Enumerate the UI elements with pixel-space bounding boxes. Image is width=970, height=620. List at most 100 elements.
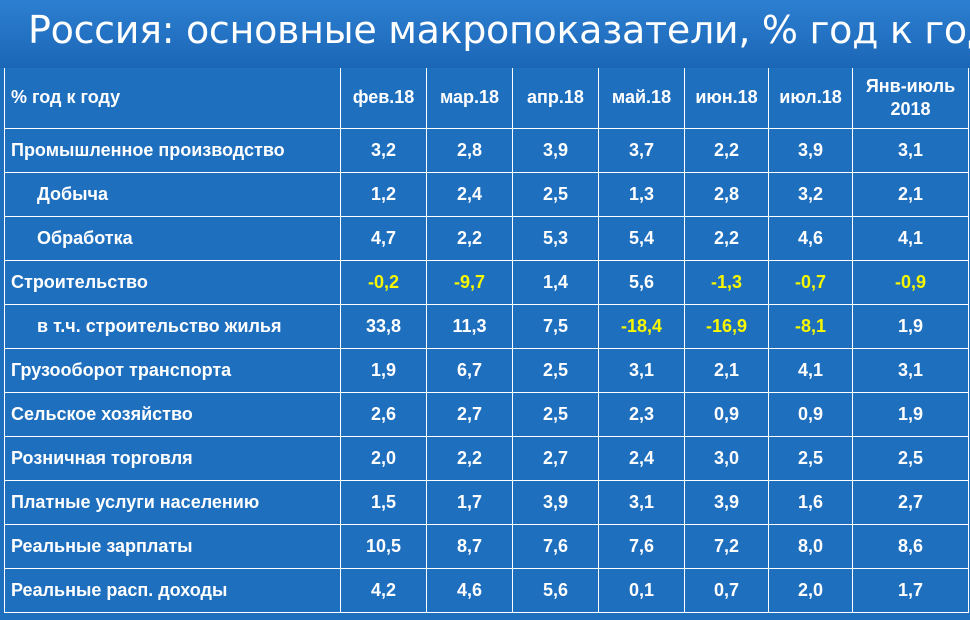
table-row: Сельское хозяйство 2,6 2,7 2,5 2,3 0,9 0,9 1,9 <box>4 391 969 437</box>
value-cell: 0,1 <box>598 567 685 613</box>
header-label: % год к году <box>4 68 341 129</box>
value-cell: 4,1 <box>768 347 853 393</box>
value-cell: 3,1 <box>852 127 969 173</box>
value-cell: -0,2 <box>340 259 427 305</box>
value-cell: 1,5 <box>340 479 427 525</box>
value-cell: 5,6 <box>512 567 599 613</box>
column-header: мар.18 <box>426 68 513 129</box>
value-cell: 8,0 <box>768 523 853 569</box>
value-cell: 3,9 <box>768 127 853 173</box>
column-header: май.18 <box>598 68 685 129</box>
table-row: Добыча 1,2 2,4 2,5 1,3 2,8 3,2 2,1 <box>4 171 969 217</box>
row-label: Розничная торговля <box>4 435 341 481</box>
row-label: Реальные зарплаты <box>4 523 341 569</box>
column-header-ytd-line2: 2018 <box>890 98 931 119</box>
row-label: Промышленное производство <box>4 127 341 173</box>
value-cell: 0,9 <box>684 391 769 437</box>
value-cell: 2,3 <box>598 391 685 437</box>
value-cell: 3,9 <box>684 479 769 525</box>
value-cell: 2,2 <box>426 215 513 261</box>
value-cell: 3,2 <box>768 171 853 217</box>
value-cell: 3,1 <box>598 347 685 393</box>
value-cell: 1,4 <box>512 259 599 305</box>
value-cell: 1,7 <box>426 479 513 525</box>
value-cell: 7,5 <box>512 303 599 349</box>
column-header: апр.18 <box>512 68 599 129</box>
value-cell: 2,0 <box>768 567 853 613</box>
value-cell: 3,9 <box>512 479 599 525</box>
value-cell: 3,9 <box>512 127 599 173</box>
row-label: Реальные расп. доходы <box>4 567 341 613</box>
column-header: июл.18 <box>768 68 853 129</box>
value-cell: 2,7 <box>852 479 969 525</box>
column-header-ytd-line1: Янв-июль <box>865 75 956 96</box>
value-cell: 4,6 <box>426 567 513 613</box>
value-cell: 4,6 <box>768 215 853 261</box>
value-cell: 3,1 <box>598 479 685 525</box>
title-bar: Россия: основные макропоказатели, % год … <box>0 0 970 68</box>
value-cell: 2,7 <box>512 435 599 481</box>
table-row: Обработка 4,7 2,2 5,3 5,4 2,2 4,6 4,1 <box>4 215 969 261</box>
value-cell: 8,7 <box>426 523 513 569</box>
value-cell: 2,7 <box>426 391 513 437</box>
table-row: Платные услуги населению 1,5 1,7 3,9 3,1 3,9 1… <box>4 479 969 525</box>
value-cell: 6,7 <box>426 347 513 393</box>
value-cell: 2,0 <box>340 435 427 481</box>
table-header-row: % год к году фев.18 мар.18 апр.18 май.18… <box>4 68 969 129</box>
table-row: Строительство -0,2 -9,7 1,4 5,6 -1,3 -0,7 -0,9 <box>4 259 969 305</box>
value-cell: 0,7 <box>684 567 769 613</box>
value-cell: 1,7 <box>852 567 969 613</box>
value-cell: -9,7 <box>426 259 513 305</box>
table-row: Реальные расп. доходы 4,2 4,6 5,6 0,1 0,7 2,0 1… <box>4 567 969 613</box>
value-cell: 4,2 <box>340 567 427 613</box>
value-cell: 2,5 <box>512 171 599 217</box>
table-row: Грузооборот транспорта 1,9 6,7 2,5 3,1 2,1 4,1… <box>4 347 969 393</box>
value-cell: -0,7 <box>768 259 853 305</box>
value-cell: 1,6 <box>768 479 853 525</box>
value-cell: 2,5 <box>512 347 599 393</box>
value-cell: 7,2 <box>684 523 769 569</box>
value-cell: 3,0 <box>684 435 769 481</box>
value-cell: 11,3 <box>426 303 513 349</box>
value-cell: 2,2 <box>684 215 769 261</box>
column-header: фев.18 <box>340 68 427 129</box>
table-row: Реальные зарплаты 10,5 8,7 7,6 7,6 7,2 8,0 8,6 <box>4 523 969 569</box>
value-cell: -16,9 <box>684 303 769 349</box>
value-cell: 2,1 <box>684 347 769 393</box>
value-cell: 3,1 <box>852 347 969 393</box>
value-cell: -1,3 <box>684 259 769 305</box>
value-cell: 0,9 <box>768 391 853 437</box>
row-label: Платные услуги населению <box>4 479 341 525</box>
macro-table: % год к году фев.18 мар.18 апр.18 май.18… <box>4 68 969 613</box>
value-cell: 2,2 <box>684 127 769 173</box>
row-label: Добыча <box>4 171 341 217</box>
value-cell: 2,4 <box>426 171 513 217</box>
value-cell: 5,4 <box>598 215 685 261</box>
value-cell: 2,5 <box>768 435 853 481</box>
value-cell: 5,3 <box>512 215 599 261</box>
row-label: Сельское хозяйство <box>4 391 341 437</box>
table-row: Промышленное производство 3,2 2,8 3,9 3,7 2,2… <box>4 127 969 173</box>
value-cell: 33,8 <box>340 303 427 349</box>
value-cell: 2,2 <box>426 435 513 481</box>
value-cell: 5,6 <box>598 259 685 305</box>
row-label: Строительство <box>4 259 341 305</box>
row-label: Грузооборот транспорта <box>4 347 341 393</box>
value-cell: 7,6 <box>512 523 599 569</box>
value-cell: 2,8 <box>684 171 769 217</box>
value-cell: -0,9 <box>852 259 969 305</box>
value-cell: 8,6 <box>852 523 969 569</box>
value-cell: 3,7 <box>598 127 685 173</box>
value-cell: 2,6 <box>340 391 427 437</box>
table-row: Розничная торговля 2,0 2,2 2,7 2,4 3,0 2,5 2,5 <box>4 435 969 481</box>
row-label: Обработка <box>4 215 341 261</box>
value-cell: 7,6 <box>598 523 685 569</box>
page-title: Россия: основные макропоказатели, % год … <box>28 8 970 52</box>
value-cell: 10,5 <box>340 523 427 569</box>
value-cell: 1,9 <box>852 303 969 349</box>
value-cell: 2,1 <box>852 171 969 217</box>
value-cell: 1,9 <box>340 347 427 393</box>
column-header-ytd: Янв-июль 2018 <box>852 68 969 129</box>
value-cell: 3,2 <box>340 127 427 173</box>
